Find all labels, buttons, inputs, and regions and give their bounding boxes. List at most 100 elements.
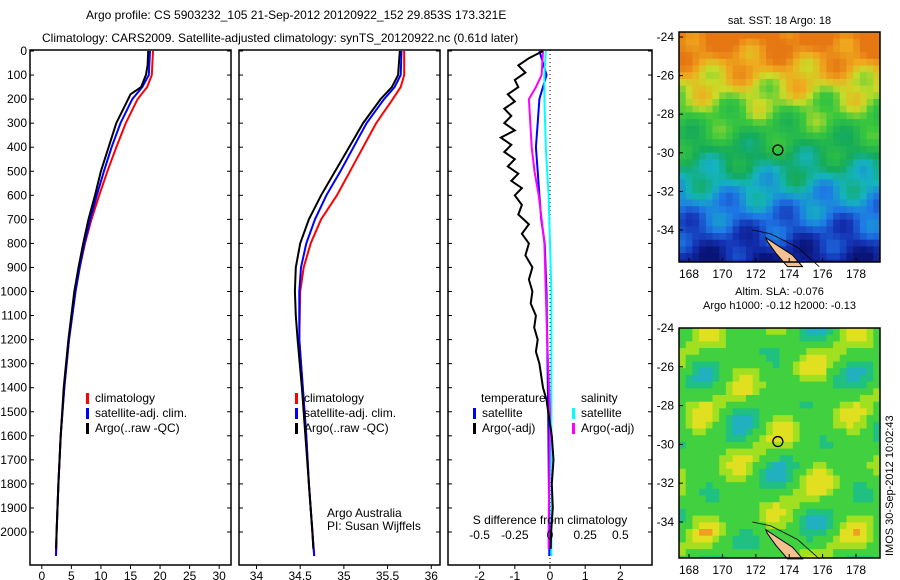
map-cell [719, 508, 727, 516]
map-cell [873, 92, 880, 100]
map-cell [799, 105, 807, 113]
map-cell [839, 535, 847, 543]
map-cell [826, 38, 834, 46]
map-cell [746, 475, 754, 483]
legend-label: Argo(-adj) [482, 421, 535, 435]
map-cell [772, 259, 780, 262]
map-cell [819, 45, 827, 53]
map-cell [786, 522, 794, 530]
map-cell [853, 199, 861, 207]
map-cell [766, 462, 774, 470]
map-cell [739, 428, 747, 436]
map-cell [679, 341, 687, 349]
map-cell [859, 549, 867, 557]
map-cell [766, 435, 774, 443]
map-cell [866, 253, 874, 261]
map-cell [692, 125, 700, 133]
map-cell [712, 354, 720, 362]
map-cell [719, 388, 727, 396]
map-cell [692, 482, 700, 490]
map-cell [819, 72, 827, 80]
map-cell [792, 502, 800, 510]
map-cell [772, 78, 780, 86]
map-cell [826, 206, 834, 214]
map-cell [685, 328, 693, 336]
map-cell [813, 415, 821, 423]
panel-difference: -2-1012T difference from climatologytemp… [447, 49, 653, 580]
map-cell [766, 186, 774, 194]
map-cell [819, 328, 827, 336]
map-cell [719, 139, 727, 147]
map-cell [705, 361, 713, 369]
map-cell [819, 455, 827, 463]
map-cell [699, 502, 707, 510]
map-cell [833, 508, 841, 516]
map-cell [752, 435, 760, 443]
map-cell [826, 421, 834, 429]
map-cell [813, 246, 821, 254]
y-tick-label: 1800 [0, 477, 27, 491]
map-cell [739, 522, 747, 530]
map-cell [752, 542, 760, 550]
map-cell [759, 119, 767, 127]
map-cell [759, 99, 767, 107]
map-cell [719, 535, 727, 543]
map-cell [699, 58, 707, 66]
map-cell [692, 455, 700, 463]
map-cell [679, 368, 687, 376]
map-cell [819, 38, 827, 46]
map-cell [833, 455, 841, 463]
map-cell [813, 172, 821, 180]
map-cell [719, 132, 727, 140]
map-cell [826, 401, 834, 409]
map-cell [813, 58, 821, 66]
map-cell [819, 132, 827, 140]
map-cell [732, 219, 740, 227]
map-cell [759, 145, 767, 153]
map-cell [846, 462, 854, 470]
map-cell [705, 488, 713, 496]
map-cell [685, 368, 693, 376]
map-cell [853, 435, 861, 443]
map-cell [679, 206, 687, 214]
map-cell [739, 348, 747, 356]
map-cell [799, 58, 807, 66]
map-cell [759, 85, 767, 93]
map-cell [759, 219, 767, 227]
map-cell [712, 78, 720, 86]
map-cell [766, 468, 774, 476]
map-cell [873, 145, 880, 153]
map-cell [819, 515, 827, 523]
map-cell [772, 52, 780, 60]
map-cell [725, 45, 733, 53]
map-cell [772, 105, 780, 113]
map-cell [692, 166, 700, 174]
map-cell [772, 388, 780, 396]
map-cell [806, 72, 814, 80]
map-cell [786, 415, 794, 423]
map-cell [725, 212, 733, 220]
title-line-2: Climatology: CARS2009. Satellite-adjuste… [42, 31, 518, 45]
map-cell [725, 542, 733, 550]
map-cell [799, 468, 807, 476]
map-cell [839, 381, 847, 389]
map-cell [752, 348, 760, 356]
map-cell [839, 421, 847, 429]
map-cell [739, 555, 747, 558]
map-cell [699, 32, 707, 40]
map-cell [866, 139, 874, 147]
map-cell [866, 32, 874, 40]
map-cell [725, 259, 733, 262]
map-cell [792, 515, 800, 523]
map-cell [692, 421, 700, 429]
map-cell [859, 125, 867, 133]
map-cell [792, 468, 800, 476]
map-cell [819, 508, 827, 516]
map-cell [853, 475, 861, 483]
map-cell [739, 462, 747, 470]
map-cell [826, 522, 834, 530]
map-cell [739, 99, 747, 107]
map-frame [678, 327, 881, 559]
map-cell [699, 549, 707, 557]
map-cell [813, 508, 821, 516]
